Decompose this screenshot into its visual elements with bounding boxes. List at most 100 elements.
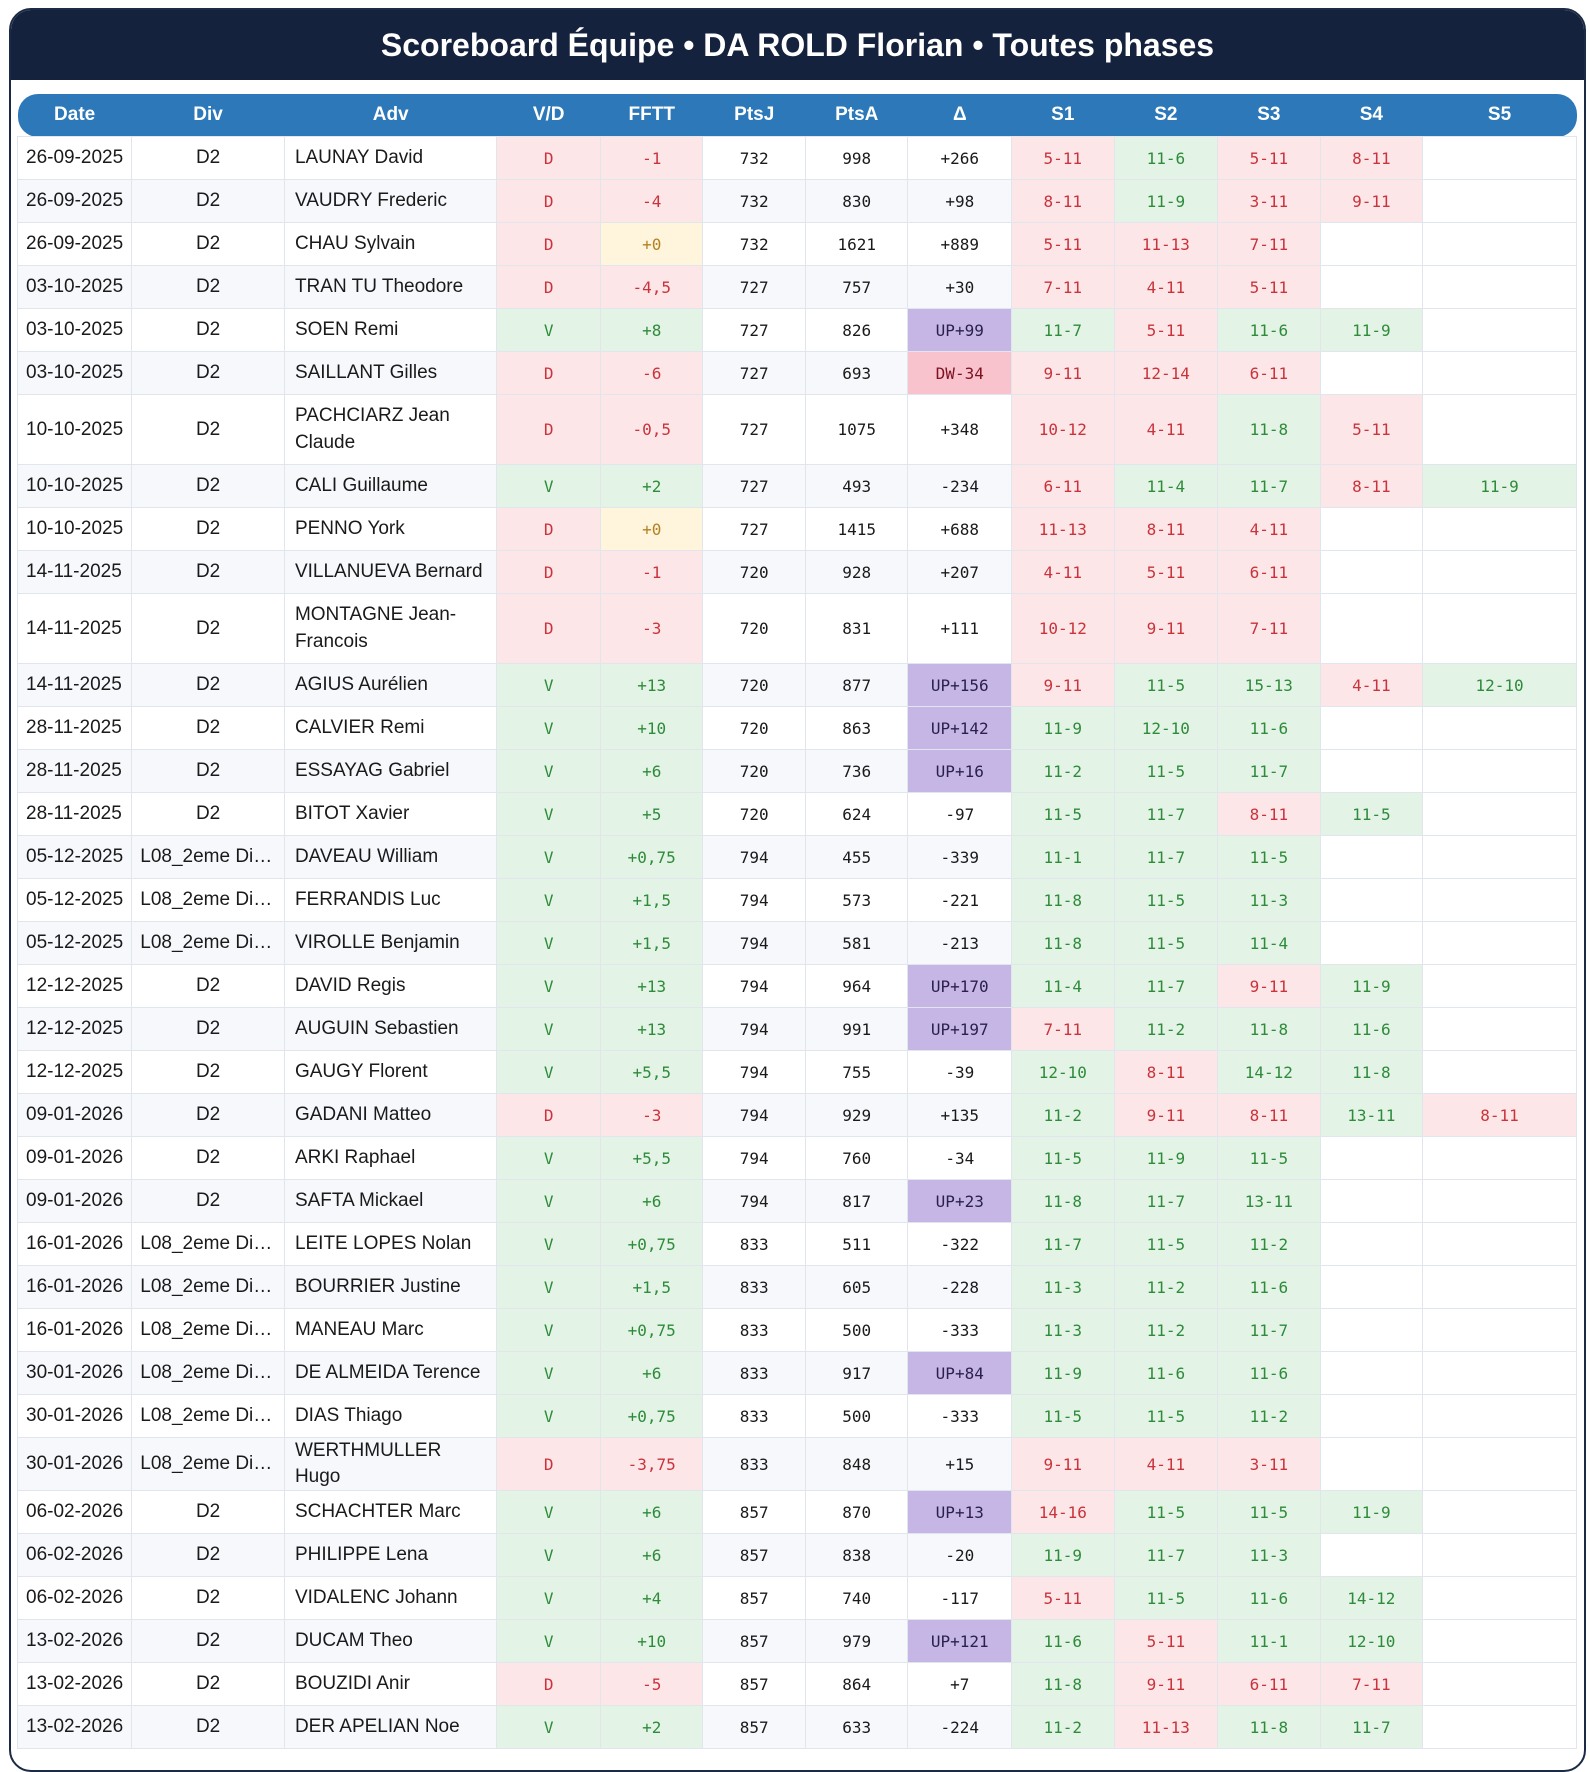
table-row[interactable]: 10-10-2025 D2 CALI Guillaume V +2 727 493 -234 6… [16,464,1577,508]
cell-set-1: 11-8 [1011,921,1115,965]
table-row[interactable]: 16-01-2026 L08_2eme Div… LEITE LOPES Nolan… [16,1222,1577,1266]
cell-fftt: -3 [599,1093,704,1137]
table-row[interactable]: 14-11-2025 D2 AGIUS Aurélien V +13 720 877 UP+1… [16,663,1577,707]
cell-adv: VAUDRY Frederic [283,179,498,223]
table-row[interactable]: 26-09-2025 D2 LAUNAY David D -1 732 998 +266 5-1… [16,136,1577,180]
cell-div: L08_2eme Div… [131,1222,285,1266]
table-row[interactable]: 05-12-2025 L08_2eme Div… DAVEAU William V +0… [16,835,1577,879]
cell-adv: DAVEAU William [283,835,498,879]
cell-ptsj: 727 [702,394,806,465]
cell-set-4 [1319,878,1424,922]
table-row[interactable]: 14-11-2025 D2 MONTAGNE Jean-Francois D -3 720… [16,593,1577,664]
cell-set-3: 11-4 [1217,921,1321,965]
cell-set-4: 8-11 [1319,136,1424,180]
cell-ptsa: 864 [804,1662,909,1707]
table-row[interactable]: 05-12-2025 L08_2eme Div… FERRANDIS Luc V +1,… [16,878,1577,922]
cell-ptsa: 624 [804,792,909,836]
table-row[interactable]: 14-11-2025 D2 VILLANUEVA Bernard D -1 720 928 +… [16,550,1577,594]
table-row[interactable]: 16-01-2026 L08_2eme Div… BOURRIER Justine V… [16,1265,1577,1309]
cell-set-3: 3-11 [1217,179,1321,223]
table-row[interactable]: 13-02-2026 D2 BOUZIDI Anir D -5 857 864 +7 11-8 9… [16,1662,1577,1707]
table-row[interactable]: 09-01-2026 D2 GADANI Matteo D -3 794 929 +135 11… [16,1093,1577,1137]
table-row[interactable]: 10-10-2025 D2 PENNO York D +0 727 1415 +688 11-1… [16,507,1577,551]
table-row[interactable]: 30-01-2026 L08_2eme Div… DE ALMEIDA Terenc… [16,1351,1577,1395]
table-row[interactable]: 13-02-2026 D2 DUCAM Theo V +10 857 979 UP+121 11… [16,1619,1577,1664]
cell-set-2: 11-9 [1113,1136,1219,1180]
column-header[interactable]: S4 [1320,94,1423,137]
table-row[interactable]: 30-01-2026 L08_2eme Div… DIAS Thiago V +0,75… [16,1394,1577,1438]
cell-delta: -97 [907,792,1013,836]
cell-date: 26-09-2025 [16,179,133,223]
table-row[interactable]: 03-10-2025 D2 SOEN Remi V +8 727 826 UP+99 11-7 5… [16,308,1577,352]
table-row[interactable]: 13-02-2026 D2 DER APELIAN Noe V +2 857 633 -224… [16,1705,1577,1750]
cell-vd: D [496,593,601,664]
cell-ptsj: 794 [702,1179,806,1223]
cell-vd: V [496,706,601,750]
table-row[interactable]: 26-09-2025 D2 VAUDRY Frederic D -4 732 830 +98 8… [16,179,1577,223]
table-row[interactable]: 10-10-2025 D2 PACHCIARZ Jean Claude D -0,5 72… [16,394,1577,465]
cell-ptsj: 727 [702,351,806,395]
column-header[interactable]: Δ [907,94,1012,137]
table-row[interactable]: 12-12-2025 D2 DAVID Regis V +13 794 964 UP+170 1… [16,964,1577,1008]
cell-date: 12-12-2025 [16,1050,133,1094]
column-header[interactable]: PtsA [805,94,908,137]
table-row[interactable]: 28-11-2025 D2 ESSAYAG Gabriel V +6 720 736 UP+1… [16,749,1577,793]
cell-set-3: 6-11 [1217,1662,1321,1707]
column-header[interactable]: Date [17,94,132,137]
cell-ptsj: 720 [702,593,806,664]
cell-adv: DIAS Thiago [283,1394,498,1438]
table-row[interactable]: 16-01-2026 L08_2eme Div… MANEAU Marc V +0,75… [16,1308,1577,1352]
cell-set-2: 9-11 [1113,593,1219,664]
cell-fftt: +2 [599,1705,704,1750]
cell-set-3: 4-11 [1217,507,1321,551]
cell-vd: V [496,921,601,965]
table-row[interactable]: 06-02-2026 D2 SCHACHTER Marc V +6 857 870 UP+13… [16,1490,1577,1535]
table-row[interactable]: 28-11-2025 D2 CALVIER Remi V +10 720 863 UP+142… [16,706,1577,750]
cell-set-3: 11-8 [1217,394,1321,465]
table-row[interactable]: 03-10-2025 D2 TRAN TU Theodore D -4,5 727 757 +… [16,265,1577,309]
column-header[interactable]: Div [131,94,285,137]
table-row[interactable]: 12-12-2025 D2 GAUGY Florent V +5,5 794 755 -39 1… [16,1050,1577,1094]
cell-set-1: 11-8 [1011,1662,1115,1707]
column-header[interactable]: PtsJ [702,94,806,137]
table-row[interactable]: 03-10-2025 D2 SAILLANT Gilles D -6 727 693 DW-3… [16,351,1577,395]
column-header[interactable]: V/D [496,94,601,137]
cell-date: 06-02-2026 [16,1533,133,1578]
cell-adv: PHILIPPE Lena [283,1533,498,1578]
cell-set-3: 5-11 [1217,265,1321,309]
table-row[interactable]: 05-12-2025 L08_2eme Div… VIROLLE Benjamin V… [16,921,1577,965]
column-header[interactable]: Adv [284,94,497,137]
cell-adv: DAVID Regis [283,964,498,1008]
cell-set-4 [1319,1222,1424,1266]
column-header[interactable]: S1 [1011,94,1115,137]
table-row[interactable]: 09-01-2026 D2 ARKI Raphael V +5,5 794 760 -34 11… [16,1136,1577,1180]
cell-set-3: 6-11 [1217,550,1321,594]
table-row[interactable]: 26-09-2025 D2 CHAU Sylvain D +0 732 1621 +889 5-… [16,222,1577,266]
cell-adv: SAFTA Mickael [283,1179,498,1223]
cell-date: 12-12-2025 [16,964,133,1008]
cell-set-2: 11-6 [1113,136,1219,180]
column-header[interactable]: S5 [1422,94,1577,137]
cell-div: D2 [131,593,285,664]
cell-adv: DE ALMEIDA Terence [283,1351,498,1395]
cell-div: D2 [131,464,285,508]
cell-set-4 [1319,1136,1424,1180]
cell-vd: V [496,1136,601,1180]
table-row[interactable]: 06-02-2026 D2 VIDALENC Johann V +4 857 740 -117… [16,1576,1577,1621]
column-header[interactable]: S2 [1114,94,1218,137]
cell-delta: +266 [907,136,1013,180]
cell-set-5 [1422,1533,1577,1578]
cell-vd: V [496,1533,601,1578]
cell-set-3: 11-6 [1217,308,1321,352]
table-row[interactable]: 09-01-2026 D2 SAFTA Mickael V +6 794 817 UP+23 1… [16,1179,1577,1223]
table-row[interactable]: 12-12-2025 D2 AUGUIN Sebastien V +13 794 991 UP… [16,1007,1577,1051]
cell-ptsa: 757 [804,265,909,309]
table-row[interactable]: 30-01-2026 L08_2eme Div… WERTHMULLER Hugo D… [16,1436,1577,1492]
table-row[interactable]: 06-02-2026 D2 PHILIPPE Lena V +6 857 838 -20 11-… [16,1533,1577,1578]
table-row[interactable]: 28-11-2025 D2 BITOT Xavier V +5 720 624 -97 11-5… [16,792,1577,836]
column-header[interactable]: S3 [1217,94,1321,137]
column-header[interactable]: FFTT [600,94,703,137]
cell-adv: GADANI Matteo [283,1093,498,1137]
cell-set-1: 9-11 [1011,351,1115,395]
cell-fftt: -3 [599,593,704,664]
